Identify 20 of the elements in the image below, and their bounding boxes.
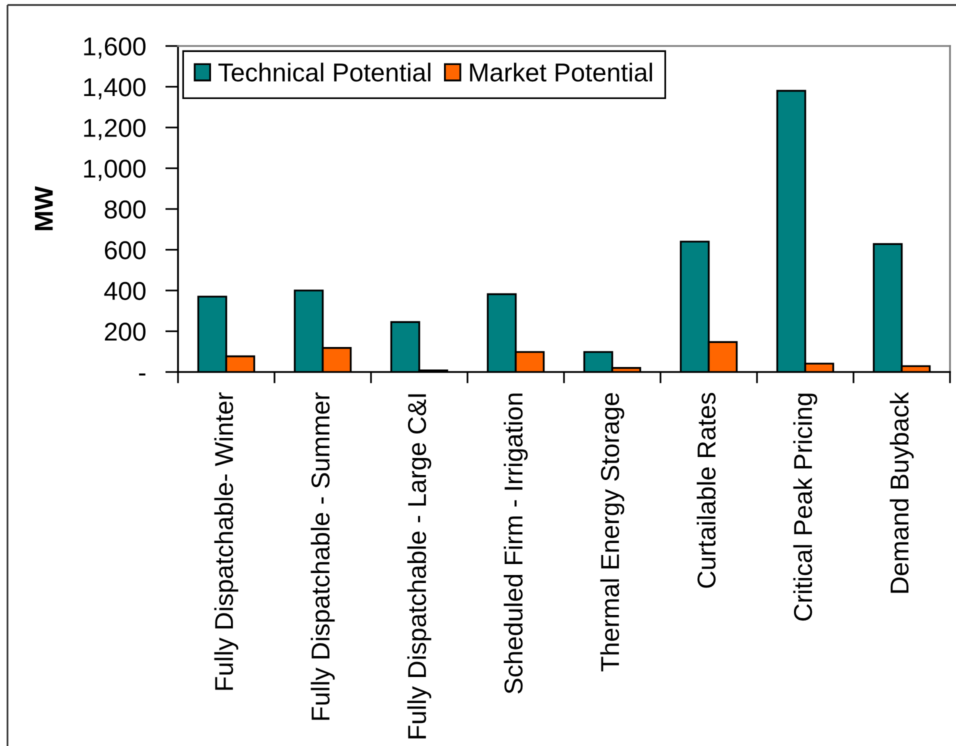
y-tick-label: 1,200 <box>84 118 146 140</box>
y-tick-label: 800 <box>104 200 146 219</box>
y-tick-label: 1,400 <box>84 78 146 100</box>
y-tick-label: - <box>139 373 146 376</box>
x-tick-label: Curtailable Rates <box>696 392 716 588</box>
x-tick-label: Thermal Energy Storage <box>600 393 624 672</box>
y-tick-label: 1,000 <box>84 160 146 181</box>
y-axis-title: MW <box>34 186 53 230</box>
legend-label: Technical Potential <box>218 62 430 82</box>
x-tick-label: Critical Peak Pricing <box>793 394 818 621</box>
y-tick-label: 600 <box>104 241 146 260</box>
x-tick-label: Demand Buyback <box>890 392 914 593</box>
x-tick-label: Fully Dispatchable - Large C&I <box>407 394 432 738</box>
x-tick-label: Scheduled Firm - Irrigation <box>504 394 528 694</box>
legend-label: Market Potential <box>470 62 652 82</box>
x-tick-label: Fully Dispatchable- Winter <box>214 392 238 690</box>
y-tick-label: 400 <box>104 282 146 300</box>
y-tick-label: 200 <box>104 322 146 341</box>
x-tick-label: Fully Dispatchable - Summer <box>310 392 335 720</box>
y-tick-label: 1,600 <box>84 37 146 59</box>
